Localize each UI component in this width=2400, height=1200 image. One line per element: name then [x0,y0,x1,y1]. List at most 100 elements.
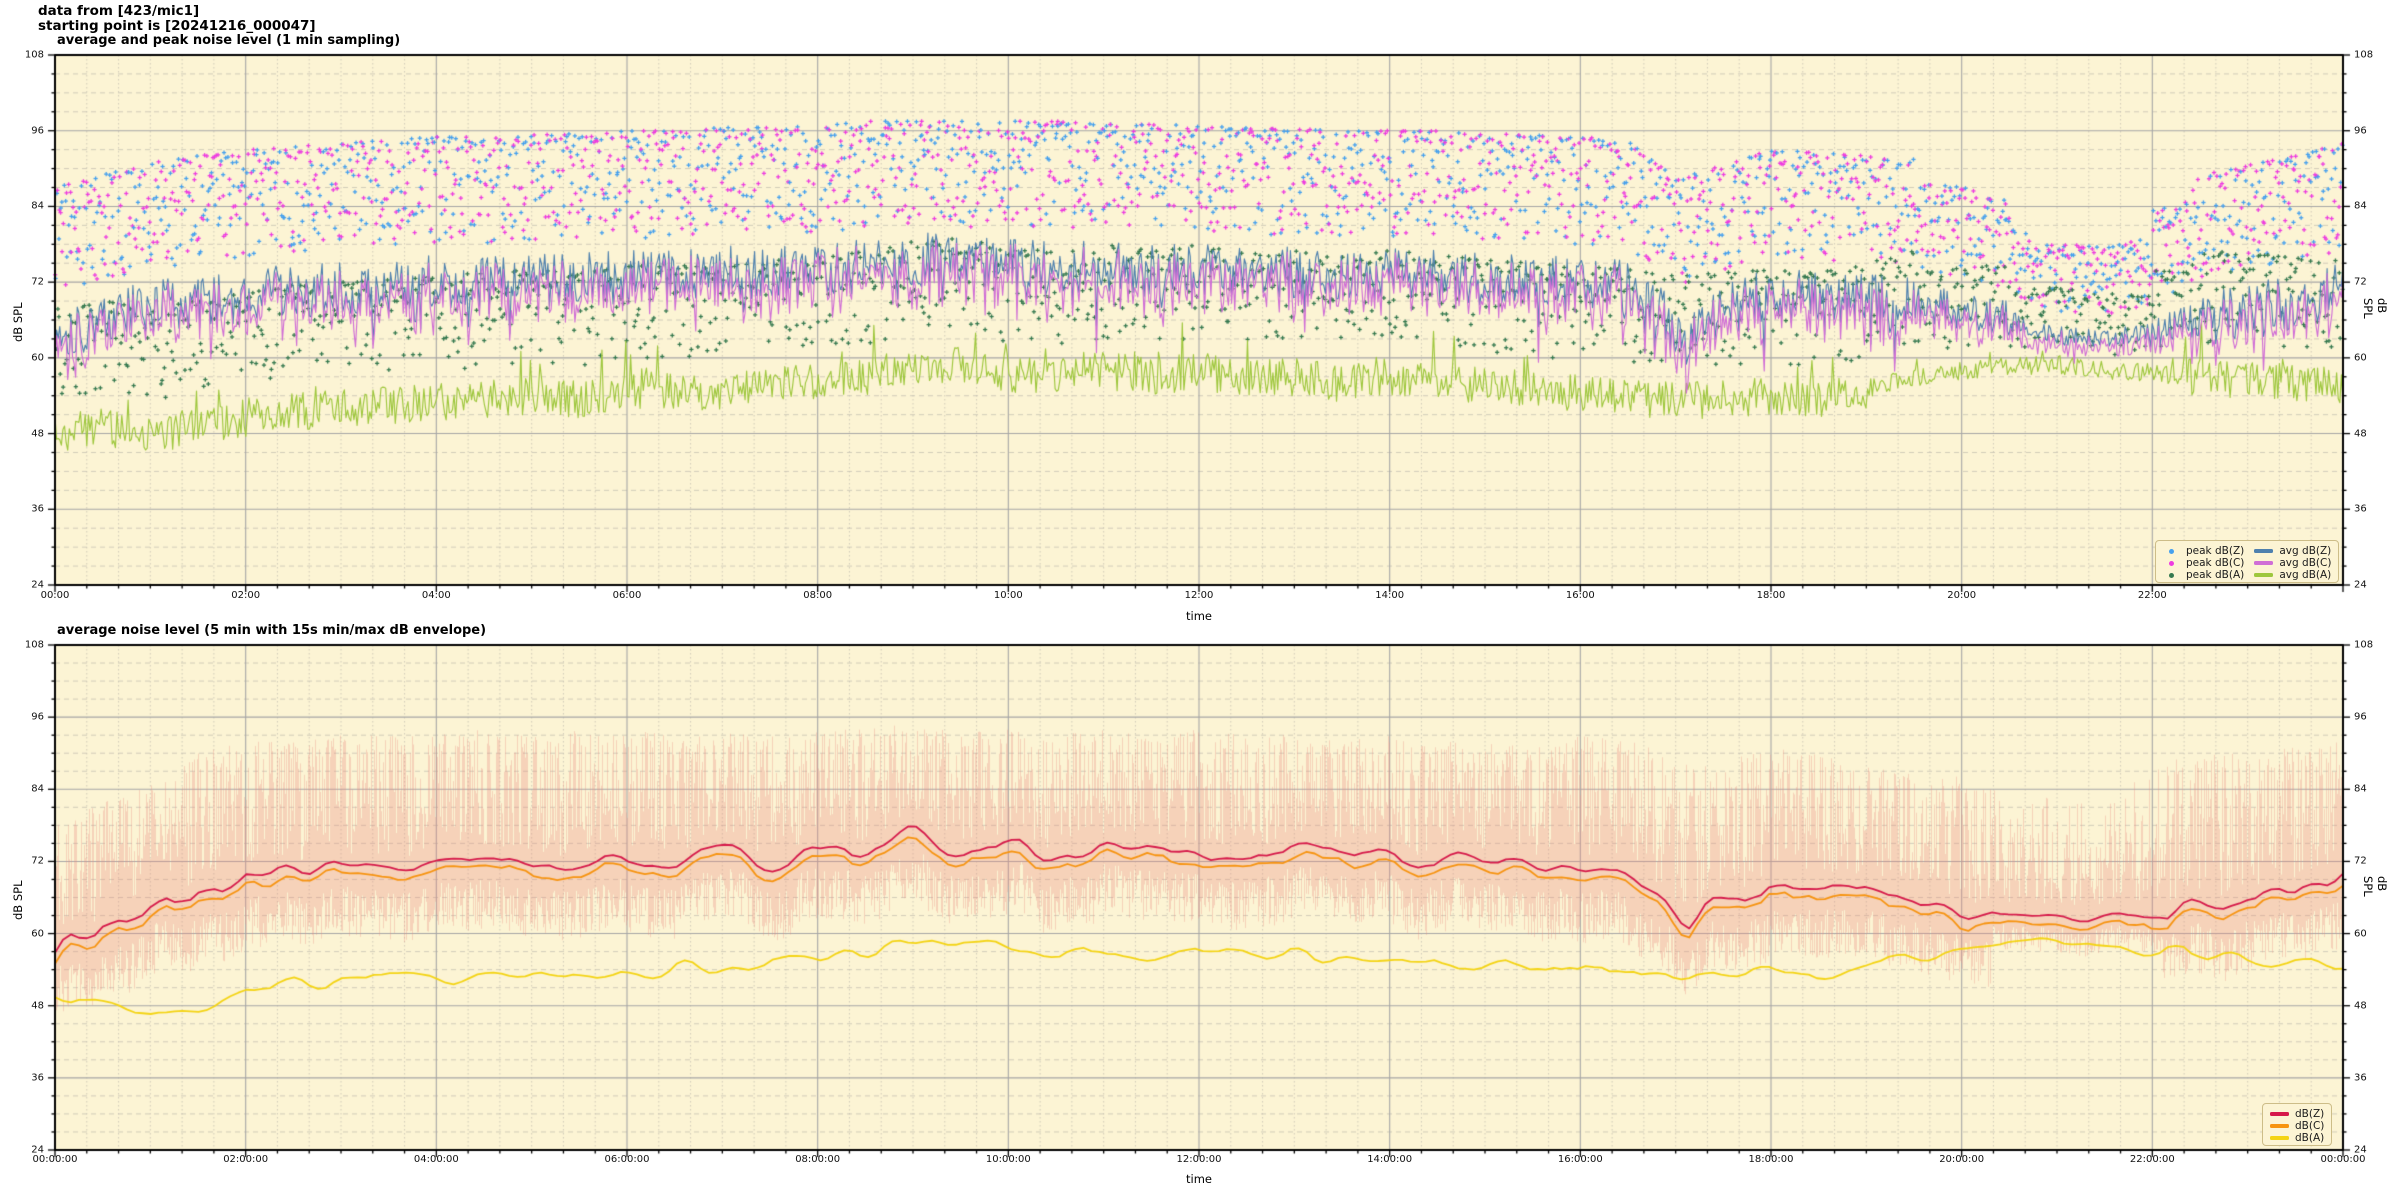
x-tick-label: 12:00:00 [1176,1154,1222,1165]
x-tick-label: 18:00:00 [1748,1154,1794,1165]
y-tick-label-left: 48 [31,1000,44,1012]
x-tick-label: 00:00 [40,590,70,601]
legend-label: dB(Z) [2295,1108,2325,1120]
legend-item-avg-dbz: avg dB(Z) [2254,545,2331,557]
x-tick-label: 12:00 [1184,590,1214,601]
legend-item-avg-dba: avg dB(A) [2254,569,2331,581]
plot1-title: average and peak noise level (1 min samp… [57,33,401,48]
y-tick-label-left: 36 [31,1072,44,1084]
y-tick-label-left: 84 [31,200,44,212]
x-tick-label: 02:00:00 [223,1154,269,1165]
peak-dbc-marker-icon [2169,560,2174,566]
header-line-2: starting point is [20241216_000047] [38,18,316,34]
y-tick-label-right: 108 [2354,639,2374,651]
y-tick-label-right: 84 [2354,783,2367,795]
y-tick-label-right: 48 [2354,1000,2367,1012]
y-tick-label-right: 108 [2354,49,2374,61]
y-tick-label-right: 84 [2354,200,2367,212]
x-tick-label: 16:00:00 [1557,1154,1603,1165]
legend-item-dba: dB(A) [2270,1132,2324,1144]
y-tick-label-left: 24 [31,579,44,591]
dbc-line-icon [2270,1124,2289,1128]
plot1-legend: peak dB(Z) peak dB(C) peak dB(A) avg dB(… [2155,540,2340,583]
plot2-ylabel-right: dB SPL [2361,876,2389,897]
x-tick-label: 18:00 [1756,590,1786,601]
x-tick-label: 22:00:00 [2129,1154,2175,1165]
plot2-legend: dB(Z) dB(C) dB(A) [2262,1103,2333,1146]
y-tick-label-left: 96 [31,125,44,137]
x-tick-label: 04:00 [421,590,451,601]
legend-item-avg-dbc: avg dB(C) [2254,557,2331,569]
legend-label: avg dB(A) [2279,569,2332,581]
y-tick-label-right: 72 [2354,855,2367,867]
legend-item-peak-dbc: peak dB(C) [2163,557,2244,569]
x-tick-label: 14:00 [1375,590,1405,601]
legend-label: peak dB(Z) [2186,545,2245,557]
y-tick-label-left: 24 [31,1144,44,1156]
avg-dbz-line-icon [2254,549,2274,553]
y-tick-label-right: 24 [2354,1144,2367,1156]
x-tick-label: 14:00:00 [1367,1154,1413,1165]
y-tick-label-left: 60 [31,352,44,364]
x-tick-label: 10:00 [993,590,1023,601]
dbz-line-icon [2270,1112,2289,1116]
y-tick-label-right: 96 [2354,125,2367,137]
y-tick-label-right: 48 [2354,428,2367,440]
y-tick-label-right: 24 [2354,579,2367,591]
y-tick-label-left: 108 [24,639,44,651]
x-tick-label: 04:00:00 [413,1154,459,1165]
x-tick-label: 16:00 [1565,590,1595,601]
y-tick-label-left: 72 [31,276,44,288]
legend-item-peak-dbz: peak dB(Z) [2163,545,2244,557]
x-tick-label: 22:00 [2137,590,2167,601]
y-tick-label-left: 72 [31,855,44,867]
legend-label: dB(C) [2295,1120,2325,1132]
legend-label: peak dB(A) [2186,569,2245,581]
plot1-xlabel: time [1186,609,1212,623]
y-tick-label-left: 84 [31,783,44,795]
y-tick-label-left: 36 [31,503,44,515]
y-tick-label-right: 36 [2354,1072,2367,1084]
x-tick-label: 20:00:00 [1939,1154,1985,1165]
x-tick-label: 08:00:00 [795,1154,841,1165]
plot2-title: average noise level (5 min with 15s min/… [57,623,487,638]
x-tick-label: 02:00 [231,590,261,601]
x-tick-label: 08:00 [803,590,833,601]
avg-dba-line-icon [2254,573,2274,577]
y-tick-label-right: 36 [2354,503,2367,515]
x-tick-label: 10:00:00 [985,1154,1031,1165]
y-tick-label-right: 60 [2354,928,2367,940]
plot2-legend-column: dB(Z) dB(C) dB(A) [2270,1108,2324,1144]
y-tick-label-left: 108 [24,49,44,61]
legend-item-dbz: dB(Z) [2270,1108,2324,1120]
dba-line-icon [2270,1136,2289,1140]
legend-item-dbc: dB(C) [2270,1120,2324,1132]
header-line-1: data from [423/mic1] [38,3,200,19]
legend-label: avg dB(C) [2279,557,2332,569]
y-tick-label-left: 60 [31,928,44,940]
legend-label: peak dB(C) [2186,557,2245,569]
legend-label: dB(A) [2295,1132,2325,1144]
y-tick-label-right: 60 [2354,352,2367,364]
y-tick-label-right: 72 [2354,276,2367,288]
x-tick-label: 06:00:00 [604,1154,650,1165]
x-tick-label: 20:00 [1947,590,1977,601]
plot1-ylabel-right: dB SPL [2361,298,2389,319]
y-tick-label-left: 48 [31,428,44,440]
y-tick-label-right: 96 [2354,711,2367,723]
x-tick-label: 06:00 [612,590,642,601]
peak-dba-marker-icon [2169,572,2174,578]
plot1-legend-avg-column: avg dB(Z) avg dB(C) avg dB(A) [2254,545,2331,581]
x-tick-label: 00:00:00 [2320,1154,2366,1165]
peak-dbz-marker-icon [2169,548,2174,554]
avg-dbc-line-icon [2254,561,2274,565]
legend-item-peak-dba: peak dB(A) [2163,569,2244,581]
plot2-xlabel: time [1186,1172,1212,1186]
plot1-ylabel-left: dB SPL [11,302,25,343]
plot1-legend-peak-column: peak dB(Z) peak dB(C) peak dB(A) [2163,545,2244,581]
plot2-ylabel-left: dB SPL [11,880,25,921]
y-tick-label-left: 96 [31,711,44,723]
legend-label: avg dB(Z) [2279,545,2332,557]
